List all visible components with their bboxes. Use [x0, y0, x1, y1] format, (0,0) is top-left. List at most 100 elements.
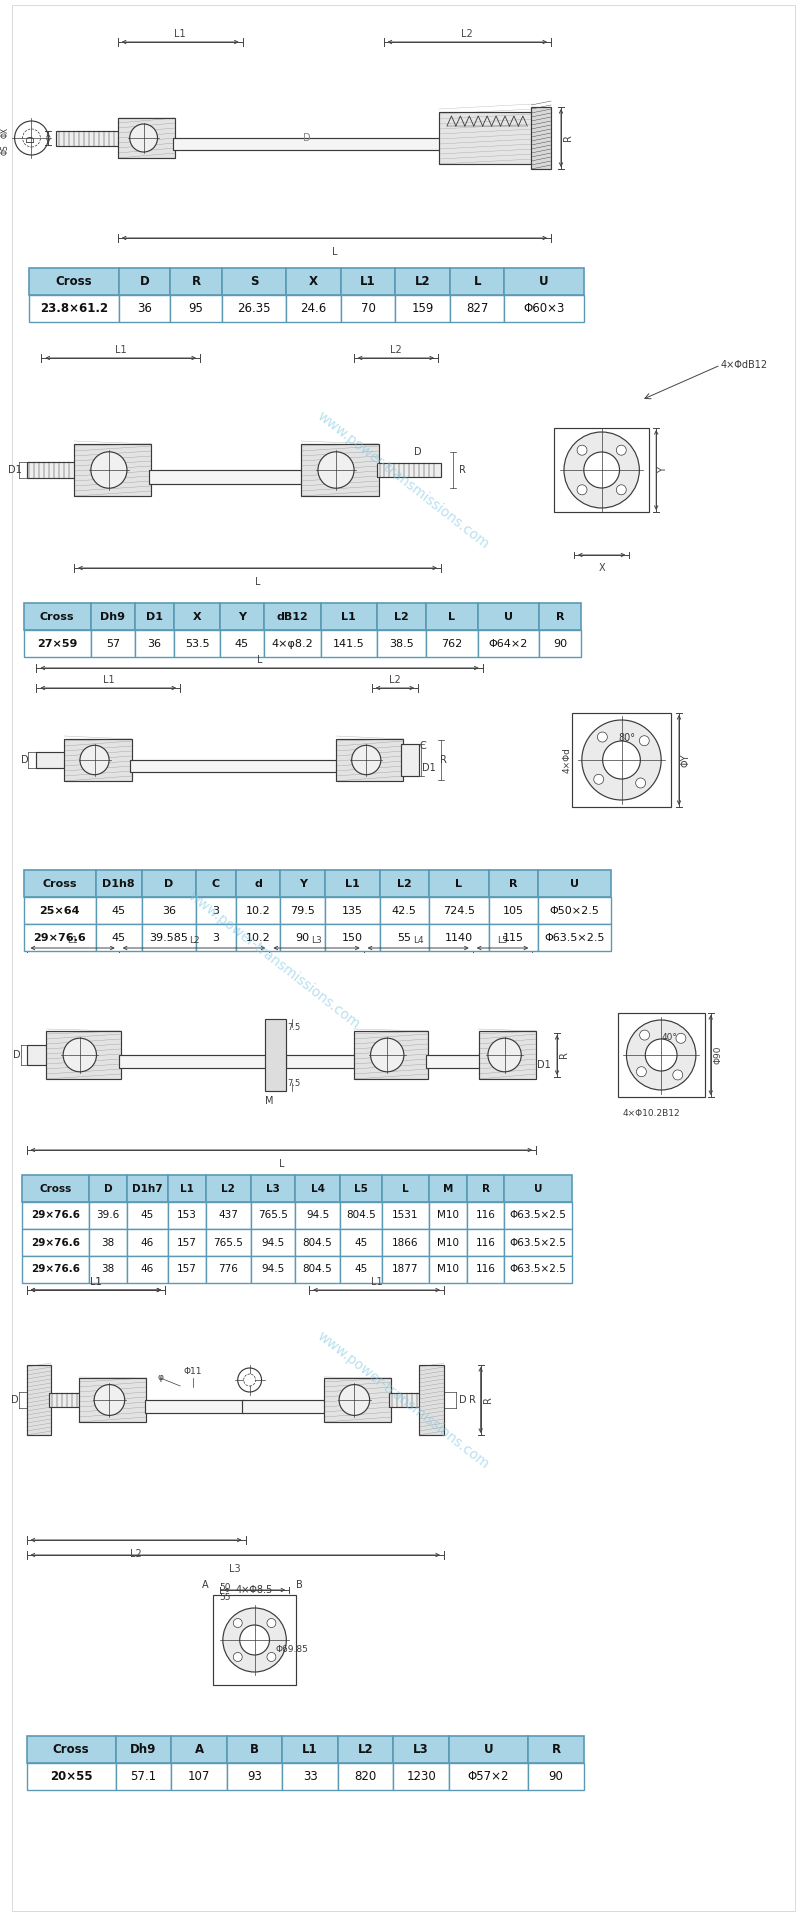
Bar: [26, 1763, 116, 1790]
Bar: [26, 462, 76, 477]
Text: 1230: 1230: [406, 1770, 436, 1784]
Circle shape: [94, 1385, 125, 1416]
Circle shape: [352, 745, 381, 774]
Text: 153: 153: [178, 1211, 197, 1220]
Text: D: D: [103, 1184, 112, 1194]
Bar: [419, 1364, 444, 1435]
Text: 39.585: 39.585: [150, 933, 188, 943]
Text: L: L: [474, 276, 481, 287]
Bar: [142, 870, 196, 897]
Circle shape: [564, 431, 639, 508]
Text: 3: 3: [213, 933, 219, 943]
Bar: [505, 1228, 572, 1257]
Text: 45: 45: [354, 1238, 367, 1247]
Text: 45: 45: [112, 906, 126, 916]
Text: L: L: [332, 247, 337, 257]
Text: ΦS: ΦS: [1, 146, 10, 155]
Text: Φ63.5×2.5: Φ63.5×2.5: [510, 1238, 566, 1247]
Bar: [30, 295, 118, 322]
Text: Cross: Cross: [56, 276, 93, 287]
Text: L3: L3: [230, 1563, 241, 1575]
Bar: [222, 268, 286, 295]
Bar: [336, 740, 403, 782]
Text: R: R: [482, 1184, 490, 1194]
Text: R: R: [556, 611, 564, 621]
Bar: [528, 1736, 584, 1763]
Bar: [325, 897, 379, 924]
Bar: [478, 1031, 536, 1079]
Bar: [30, 268, 118, 295]
Bar: [250, 1201, 295, 1228]
Text: L: L: [257, 655, 262, 665]
Text: Y: Y: [658, 468, 668, 473]
Text: 40°: 40°: [661, 1033, 677, 1042]
Circle shape: [636, 778, 646, 787]
Circle shape: [646, 1038, 677, 1071]
Bar: [467, 1228, 505, 1257]
Bar: [426, 1056, 481, 1067]
Bar: [505, 1257, 572, 1284]
Text: φ: φ: [158, 1374, 163, 1383]
Text: 10.2: 10.2: [246, 906, 270, 916]
Text: 150: 150: [342, 933, 362, 943]
Text: L3: L3: [414, 1744, 429, 1755]
Bar: [130, 761, 338, 772]
Text: R: R: [559, 1052, 569, 1058]
Bar: [295, 1175, 340, 1201]
Bar: [449, 1763, 528, 1790]
Text: Φ63.5×2.5: Φ63.5×2.5: [544, 933, 605, 943]
Text: Φ63.5×2.5: Φ63.5×2.5: [510, 1211, 566, 1220]
Bar: [539, 630, 581, 657]
Bar: [196, 924, 236, 950]
Bar: [478, 630, 539, 657]
Text: M: M: [266, 1096, 274, 1106]
Bar: [467, 1201, 505, 1228]
Text: 38.5: 38.5: [389, 638, 414, 648]
Text: 29×76.6: 29×76.6: [30, 1265, 80, 1274]
Bar: [280, 870, 325, 897]
Text: 804.5: 804.5: [302, 1265, 333, 1274]
Text: 94.5: 94.5: [306, 1211, 329, 1220]
Text: 24.6: 24.6: [301, 303, 326, 314]
Bar: [450, 268, 505, 295]
Bar: [489, 870, 538, 897]
Text: 29×76.6: 29×76.6: [30, 1211, 80, 1220]
Circle shape: [637, 1067, 646, 1077]
Text: 437: 437: [218, 1211, 238, 1220]
Text: 26.35: 26.35: [238, 303, 271, 314]
Bar: [22, 1175, 89, 1201]
Bar: [250, 1228, 295, 1257]
Bar: [280, 897, 325, 924]
Bar: [196, 870, 236, 897]
Circle shape: [244, 1374, 255, 1385]
Bar: [150, 469, 303, 485]
Text: D: D: [140, 276, 150, 287]
Text: 45: 45: [354, 1265, 367, 1274]
Bar: [206, 1228, 250, 1257]
Text: 10.2: 10.2: [246, 933, 270, 943]
Text: D: D: [10, 1395, 18, 1404]
Bar: [46, 1031, 121, 1079]
Bar: [134, 630, 174, 657]
Bar: [338, 1736, 394, 1763]
Bar: [171, 1736, 227, 1763]
Bar: [505, 268, 584, 295]
Bar: [142, 897, 196, 924]
Text: 27×59: 27×59: [37, 638, 78, 648]
Bar: [236, 897, 280, 924]
Text: 1140: 1140: [445, 933, 473, 943]
Bar: [37, 751, 66, 768]
Circle shape: [640, 1031, 650, 1040]
Text: 1866: 1866: [392, 1238, 418, 1247]
Text: 157: 157: [178, 1238, 197, 1247]
Text: 50: 50: [219, 1583, 230, 1592]
Bar: [377, 630, 426, 657]
Bar: [134, 604, 174, 630]
Circle shape: [602, 741, 640, 780]
Text: L1: L1: [67, 935, 78, 945]
Text: D: D: [13, 1050, 21, 1060]
Text: 45: 45: [112, 933, 126, 943]
Bar: [206, 1201, 250, 1228]
Circle shape: [616, 445, 626, 456]
Circle shape: [339, 1385, 370, 1416]
